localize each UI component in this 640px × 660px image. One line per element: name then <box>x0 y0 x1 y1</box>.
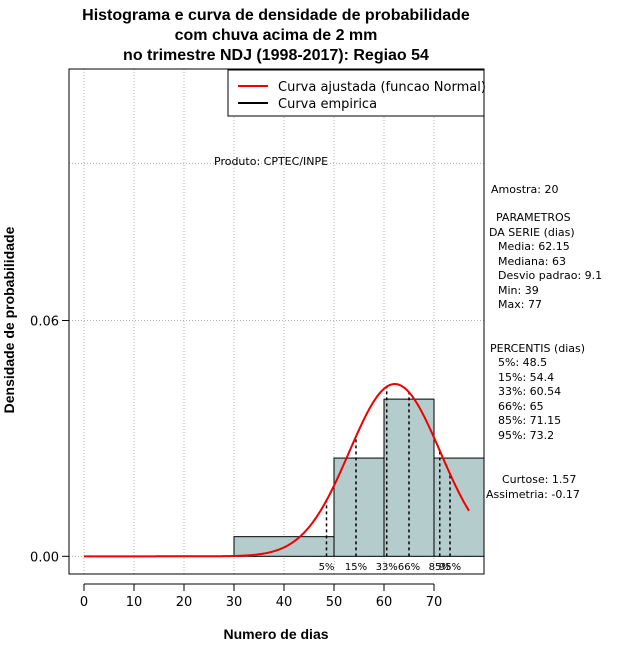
histogram-bar-3 <box>433 457 485 557</box>
stat-p05: 5%: 48.5 <box>498 356 547 369</box>
histogram-bar-1 <box>333 457 385 557</box>
legend-label-fit: Curva ajustada (funcao Normal) <box>278 80 486 95</box>
stat-p95: 95%: 73.2 <box>498 429 554 442</box>
stat-p15: 15%: 54.4 <box>498 371 554 384</box>
y-axis-title: Densidade de probabilidade <box>1 226 17 413</box>
y-axis: 0.00 0.06 <box>30 315 70 565</box>
y-tick-label-1: 0.06 <box>30 315 59 330</box>
x-tick-label-4: 40 <box>276 595 293 610</box>
stat-mean: Media: 62.15 <box>498 240 570 253</box>
x-tick-label-2: 20 <box>176 595 193 610</box>
percentile-label-2: 33% <box>376 562 398 573</box>
chart-title-line-3: no trimestre NDJ (1998-2017): Regiao 54 <box>123 47 429 64</box>
x-axis-title: Numero de dias <box>223 626 328 642</box>
stat-p85: 85%: 71.15 <box>498 414 561 427</box>
stat-max: Max: 77 <box>498 298 542 311</box>
percentile-label-3: 66% <box>398 562 420 573</box>
producer-label: Produto: CPTEC/INPE <box>214 155 328 168</box>
x-tick-label-1: 10 <box>126 595 143 610</box>
x-tick-label-3: 30 <box>226 595 243 610</box>
chart-title-line-1: Histograma e curva de densidade de proba… <box>82 7 470 24</box>
stat-p33: 33%: 60.54 <box>498 385 561 398</box>
stat-percentiles-heading: PERCENTIS (dias) <box>490 342 585 355</box>
stat-params-subheading: DA SERIE (dias) <box>489 226 575 239</box>
legend-box <box>227 69 485 117</box>
legend-label-empirical: Curva empirica <box>278 97 377 112</box>
stat-sd: Desvio padrao: 9.1 <box>498 269 602 282</box>
x-tick-label-6: 60 <box>376 595 393 610</box>
percentile-label-5: 95% <box>439 562 461 573</box>
percentile-label-4: 85% <box>429 562 451 573</box>
x-tick-label-0: 0 <box>80 595 88 610</box>
stats-panel: Amostra: 20 PARAMETROS DA SERIE (dias) M… <box>486 183 602 501</box>
x-axis: 0 10 20 30 40 50 60 70 <box>80 583 443 610</box>
x-tick-label-5: 50 <box>326 595 343 610</box>
stat-median: Mediana: 63 <box>498 255 566 268</box>
histogram-bars <box>233 398 485 557</box>
normal-fit-curve <box>84 383 470 558</box>
chart-title-line-2: com chuva acima de 2 mm <box>175 27 378 44</box>
percentile-label-0: 5% <box>319 562 335 573</box>
stat-kurtosis: Curtose: 1.57 <box>502 473 576 486</box>
stat-params-heading: PARAMETROS <box>496 211 571 224</box>
stat-min: Min: 39 <box>498 284 539 297</box>
stat-skewness: Assimetria: -0.17 <box>486 488 580 501</box>
percentile-label-1: 15% <box>345 562 367 573</box>
percentile-labels: 5% 15% 33% 66% 85%95% <box>319 562 462 573</box>
x-tick-label-7: 70 <box>426 595 443 610</box>
legend: Curva ajustada (funcao Normal) Curva emp… <box>227 69 486 117</box>
stat-sample: Amostra: 20 <box>491 183 558 196</box>
y-tick-label-0: 0.00 <box>30 550 59 565</box>
percentile-lines <box>325 386 451 557</box>
stat-p66: 66%: 65 <box>498 400 544 413</box>
